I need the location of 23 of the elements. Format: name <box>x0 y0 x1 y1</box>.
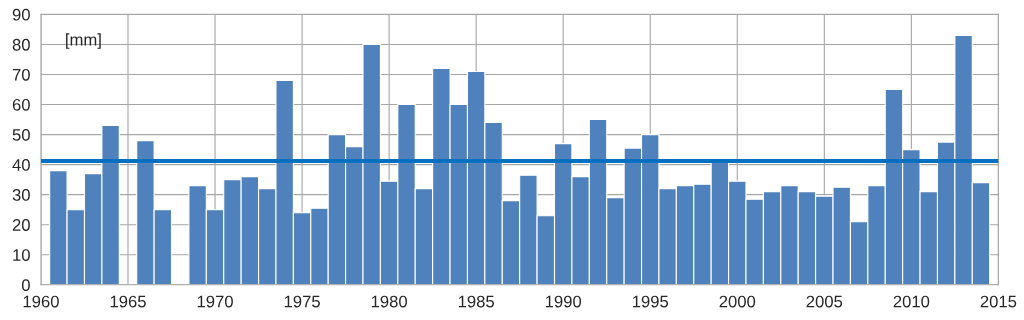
y-tick-label: 20 <box>12 219 30 231</box>
y-tick-label: 30 <box>12 189 30 201</box>
y-tick-label: 40 <box>12 159 30 171</box>
x-tick-label: 1980 <box>371 295 408 308</box>
y-tick-label: 60 <box>12 98 30 111</box>
x-tick-label: 1965 <box>110 295 146 308</box>
y-tick-label: 80 <box>12 38 30 51</box>
y-tick-label: 50 <box>12 128 30 141</box>
x-tick-label: 1960 <box>23 295 59 308</box>
x-tick-label: 1995 <box>632 295 669 308</box>
x-tick-label: 2000 <box>719 295 756 308</box>
y-tick-label: 70 <box>12 68 30 81</box>
y-tick-label: 10 <box>13 249 30 261</box>
x-tick-label: 2015 <box>980 295 1017 308</box>
x-tick-label: 1970 <box>197 295 233 308</box>
x-tick-label: 1975 <box>284 295 320 308</box>
annotation: [mm] <box>66 33 101 49</box>
x-tick-label: 2010 <box>893 295 930 308</box>
x-tick-label: 1985 <box>458 295 494 308</box>
x-tick-label: 1990 <box>545 295 582 308</box>
y-tick-label: 0 <box>21 279 30 291</box>
x-tick-label: 2005 <box>806 295 843 308</box>
y-tick-label: 90 <box>12 8 30 21</box>
